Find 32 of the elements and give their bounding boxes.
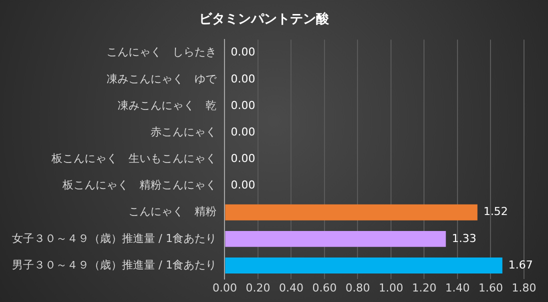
x-tick-label: 1.60 xyxy=(478,281,503,294)
x-tick-label: 0.20 xyxy=(246,281,270,294)
x-tick-label: 1.80 xyxy=(512,281,536,294)
data-label: 0.00 xyxy=(230,152,256,166)
y-tick-label: 凍みこんにゃく 乾 xyxy=(118,98,217,112)
x-tick-label: 0.40 xyxy=(278,281,304,294)
y-tick-label: 板こんにゃく 精粉こんにゃく xyxy=(62,178,217,192)
data-label: 0.00 xyxy=(230,72,256,86)
bar xyxy=(225,230,446,247)
data-label: 1.52 xyxy=(483,205,508,218)
data-label: 0.00 xyxy=(230,46,256,59)
chart-title: ビタミンパントテン酸 xyxy=(199,11,330,28)
bar xyxy=(225,204,478,220)
x-tick-label: 1.20 xyxy=(412,281,436,294)
x-tick-label: 0.00 xyxy=(212,281,237,294)
data-label: 0.00 xyxy=(230,178,256,192)
y-tick-label: 女子３０～４９（歳）推進量 / 1食あたり xyxy=(12,232,217,245)
x-tick-label: 0.60 xyxy=(312,281,337,294)
data-label: 1.33 xyxy=(452,232,476,245)
bar xyxy=(225,258,502,274)
x-tick-label: 0.80 xyxy=(345,281,370,294)
y-tick-label: こんにゃく しらたき xyxy=(106,46,217,59)
y-tick-label: 男子３０～４９（歳）推進量 / 1食あたり xyxy=(12,258,217,272)
x-tick-label: 1.00 xyxy=(378,281,404,294)
data-label: 1.67 xyxy=(508,258,533,272)
data-label: 0.00 xyxy=(230,98,256,112)
y-tick-label: 赤こんにゃく xyxy=(150,125,217,138)
data-label: 0.00 xyxy=(230,125,256,138)
x-tick-label: 1.40 xyxy=(445,281,470,294)
y-tick-label: 板こんにゃく 生いもこんにゃく xyxy=(50,152,217,166)
y-tick-label: こんにゃく 精粉 xyxy=(128,205,217,218)
y-tick-label: 凍みこんにゃく ゆで xyxy=(106,72,218,86)
